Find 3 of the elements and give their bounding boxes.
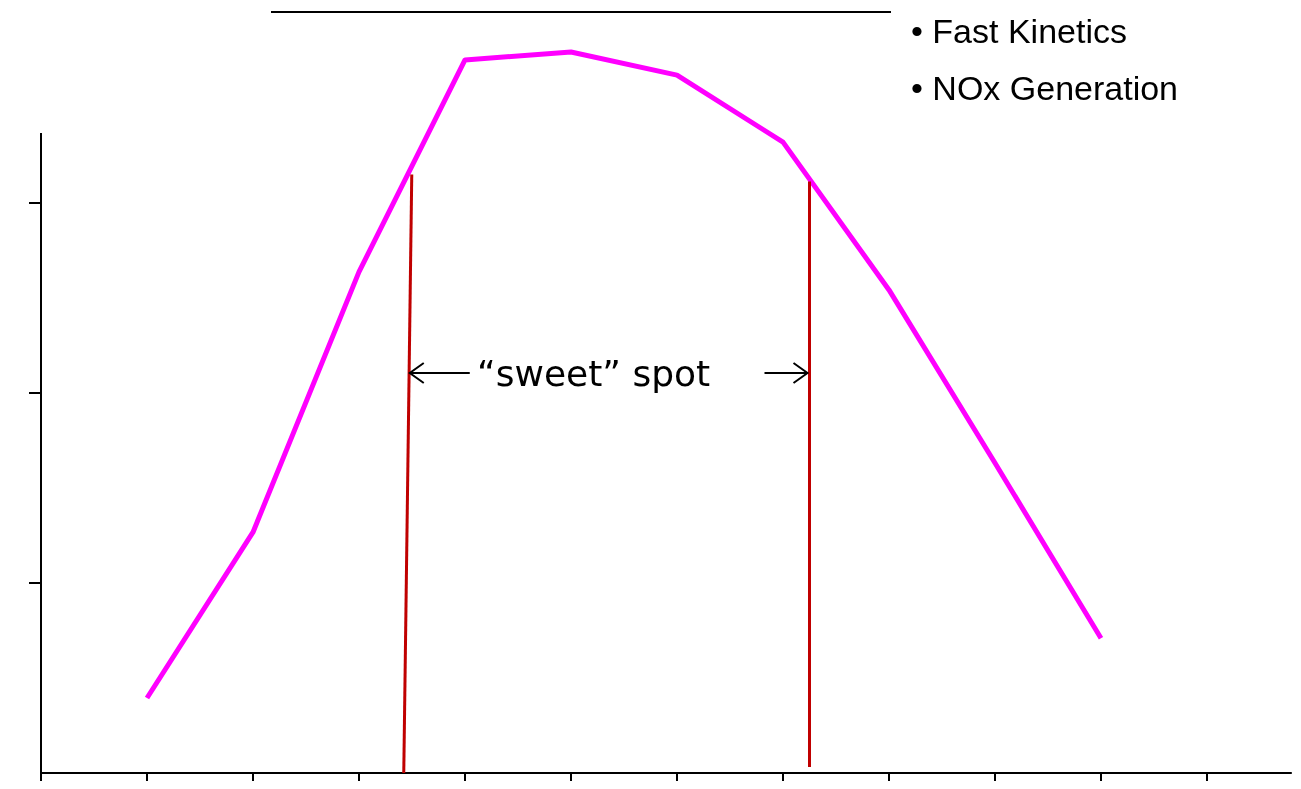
- text: • Fast Kinetics: [911, 12, 1127, 50]
- annotation: “sweet” spot: [477, 353, 711, 394]
- annotation: • NOx Generation: [911, 69, 1179, 107]
